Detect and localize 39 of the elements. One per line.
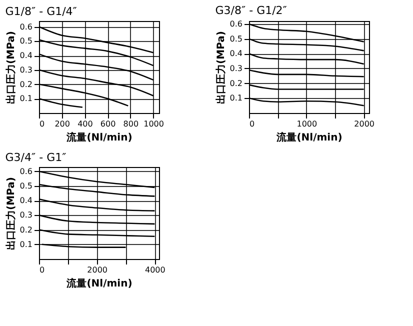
y-tick-label: 0.5 [230,34,242,44]
y-tick-label: 0.3 [20,210,32,220]
x-axis-title: 流量(Nl/min) [276,132,342,144]
x-tick-label: 4000 [144,266,166,274]
chart-title: G1/8″ - G1/4″ [5,5,77,18]
y-tick-label: 0.3 [230,64,242,73]
y-tick-label: 0.3 [20,65,32,74]
x-tick-label: 200 [54,120,70,128]
x-tick-label: 800 [123,120,139,128]
y-tick-label: 0.5 [20,36,32,46]
y-tick-label: 0.1 [20,240,32,249]
y-tick-label: 0.6 [20,166,32,176]
chart-title: G3/4″ - G1″ [5,151,66,164]
y-tick-label: 0.1 [20,94,32,104]
y-tick-label: 0.2 [230,78,242,88]
x-tick-label: 1000 [144,120,164,128]
y-tick-label: 0.1 [230,94,242,103]
y-tick-label: 0.2 [20,225,32,234]
y-axis-title: 出口圧力(MPa) [4,177,17,250]
x-tick-label: 600 [100,120,116,128]
x-tick-label: 0 [40,266,45,274]
x-tick-label: 1000 [296,120,318,128]
x-tick-label: 0 [250,120,255,128]
y-tick-label: 0.4 [230,49,242,58]
x-tick-label: 2000 [87,266,108,274]
x-axis-title: 流量(Nl/min) [66,132,132,144]
y-tick-label: 0.4 [20,51,32,60]
x-tick-label: 2000 [354,120,375,128]
y-tick-label: 0.6 [230,19,242,28]
y-axis-title: 出口圧力(MPa) [214,31,227,104]
y-tick-label: 0.2 [20,80,32,89]
x-tick-label: 400 [78,120,93,128]
y-tick-label: 0.5 [20,181,32,190]
chart-title: G3/8″ - G1/2″ [215,4,287,17]
y-axis-title: 出口圧力(MPa) [4,31,17,104]
y-tick-label: 0.4 [20,196,32,206]
x-axis-title: 流量(Nl/min) [66,278,132,290]
y-tick-label: 0.6 [20,22,32,32]
x-tick-label: 0 [40,120,45,128]
